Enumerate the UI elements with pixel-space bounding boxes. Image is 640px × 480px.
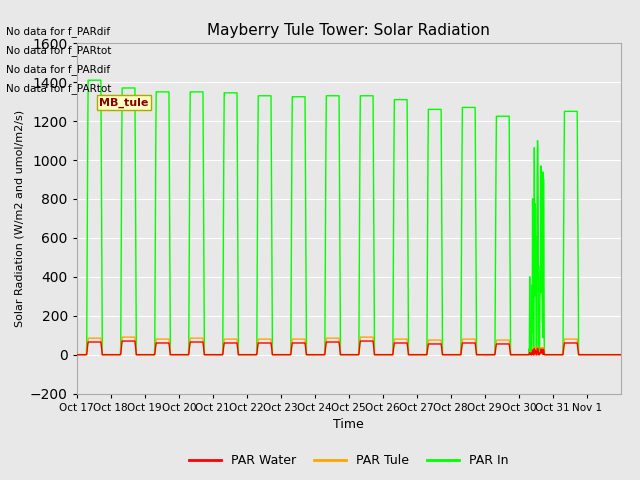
Text: No data for f_PARdif: No data for f_PARdif (6, 25, 111, 36)
Text: No data for f_PARtot: No data for f_PARtot (6, 45, 112, 56)
Text: MB_tule: MB_tule (99, 97, 148, 108)
Y-axis label: Solar Radiation (W/m2 and umol/m2/s): Solar Radiation (W/m2 and umol/m2/s) (14, 110, 24, 327)
Text: No data for f_PARtot: No data for f_PARtot (6, 83, 112, 94)
Text: No data for f_PARdif: No data for f_PARdif (6, 64, 111, 75)
X-axis label: Time: Time (333, 418, 364, 431)
Legend: PAR Water, PAR Tule, PAR In: PAR Water, PAR Tule, PAR In (184, 449, 513, 472)
Title: Mayberry Tule Tower: Solar Radiation: Mayberry Tule Tower: Solar Radiation (207, 23, 490, 38)
